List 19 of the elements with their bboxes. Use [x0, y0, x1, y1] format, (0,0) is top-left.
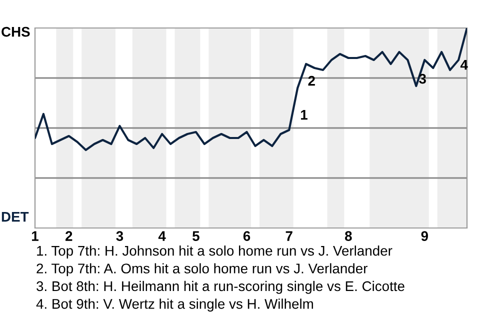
x-tick-label: 9	[421, 231, 428, 241]
x-tick-label: 8	[344, 231, 352, 241]
text: DET	[2, 212, 29, 222]
text: 3. Bot 8th: H. Heilmann hit a run-scoring single vs E. Cicotte	[36, 280, 404, 294]
text: CHS	[2, 26, 30, 37]
x-tick-label: 1	[32, 231, 38, 241]
x-tick-label: 7	[286, 231, 292, 241]
annotation: 4	[460, 60, 468, 70]
x-tick-label: 3	[116, 231, 124, 241]
x-tick-label: 5	[192, 231, 200, 241]
text: 1. Top 7th: H. Johnson hit a solo home run vs J. Verlander	[37, 246, 392, 258]
text: 4. Bot 9th: V. Wertz hit a single vs H. Wilhelm	[36, 298, 313, 312]
text: 2. Top 7th: A. Oms hit a solo home run vs J. Verlander	[36, 263, 368, 276]
x-tick-label: 2	[66, 231, 72, 241]
annotation: 3	[419, 74, 426, 84]
annotation: 2	[308, 76, 315, 86]
annotation: 1	[301, 110, 308, 120]
x-tick-label: 6	[243, 231, 250, 241]
x-tick-label: 4	[158, 231, 166, 241]
